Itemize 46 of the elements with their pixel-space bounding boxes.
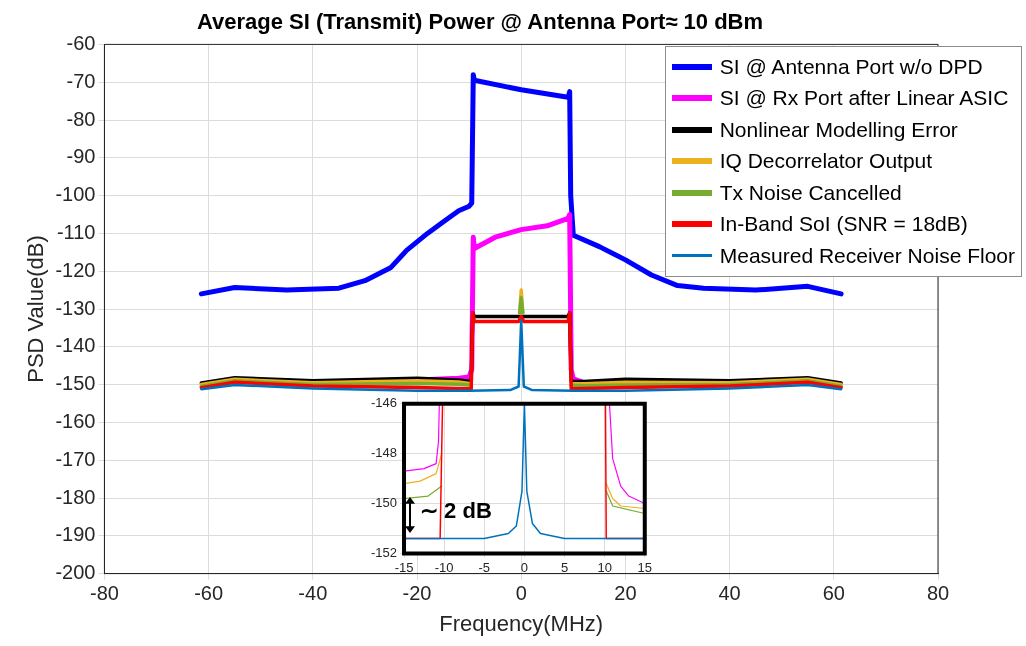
x-tick-label: 0 (520, 559, 529, 575)
x-tick-label: 10 (597, 559, 612, 575)
y-tick-label: -100 (55, 183, 96, 206)
annotation: ∼ 2 dB (420, 498, 492, 523)
y-axis-title: PSD Value(dB) (23, 235, 49, 383)
y-tick-label: -140 (55, 334, 96, 357)
x-tick-label: 15 (637, 559, 652, 575)
y-tick-label: -150 (370, 495, 398, 511)
x-tick-label: -5 (478, 559, 491, 575)
x-tick-label: 0 (515, 582, 527, 605)
x-tick-label: 5 (560, 559, 569, 575)
legend-label: Tx Noise Cancelled (719, 180, 902, 205)
chart-title: Average SI (Transmit) Power @ Antenna Port≈ 10 dBm (196, 9, 764, 35)
legend-label: Measured Receiver Noise Floor (719, 243, 1015, 268)
y-tick-label: -150 (55, 372, 96, 395)
x-tick-label: -10 (434, 559, 454, 575)
y-tick-label: -148 (370, 445, 398, 461)
x-tick-label: 40 (718, 582, 741, 605)
x-tick-label: 60 (822, 582, 845, 605)
y-tick-label: -110 (56, 220, 96, 243)
y-tick-label: -70 (66, 69, 96, 92)
x-tick-label: -80 (89, 582, 119, 605)
legend-label: IQ Decorrelator Output (719, 149, 933, 174)
y-tick-label: -200 (55, 561, 96, 584)
legend-label: SI @ Rx Port after Linear ASIC (719, 86, 1009, 111)
y-tick-label: -190 (55, 523, 96, 546)
y-tick-label: -120 (55, 258, 96, 281)
x-tick-label: -15 (394, 559, 414, 575)
y-tick-label: -60 (66, 31, 96, 54)
legend-label: SI @ Antenna Port w/o DPD (719, 54, 983, 79)
y-tick-label: -170 (55, 447, 96, 470)
y-tick-label: -152 (370, 544, 398, 560)
legend-label: Nonlinear Modelling Error (719, 117, 958, 142)
legend-label: In-Band SoI (SNR = 18dB) (719, 212, 968, 237)
x-tick-label: 80 (926, 582, 950, 605)
y-tick-label: -160 (55, 409, 96, 432)
y-tick-label: -80 (66, 107, 96, 130)
y-tick-label: -146 (370, 395, 398, 411)
x-tick-label: -40 (298, 582, 328, 605)
x-tick-label: 20 (614, 582, 637, 605)
y-tick-label: -90 (66, 145, 96, 168)
x-tick-label: -20 (402, 582, 432, 605)
x-axis-title: Frequency(MHz) (439, 610, 604, 636)
x-tick-label: -60 (194, 582, 224, 605)
y-tick-label: -130 (55, 296, 96, 319)
y-tick-label: -180 (55, 485, 96, 508)
